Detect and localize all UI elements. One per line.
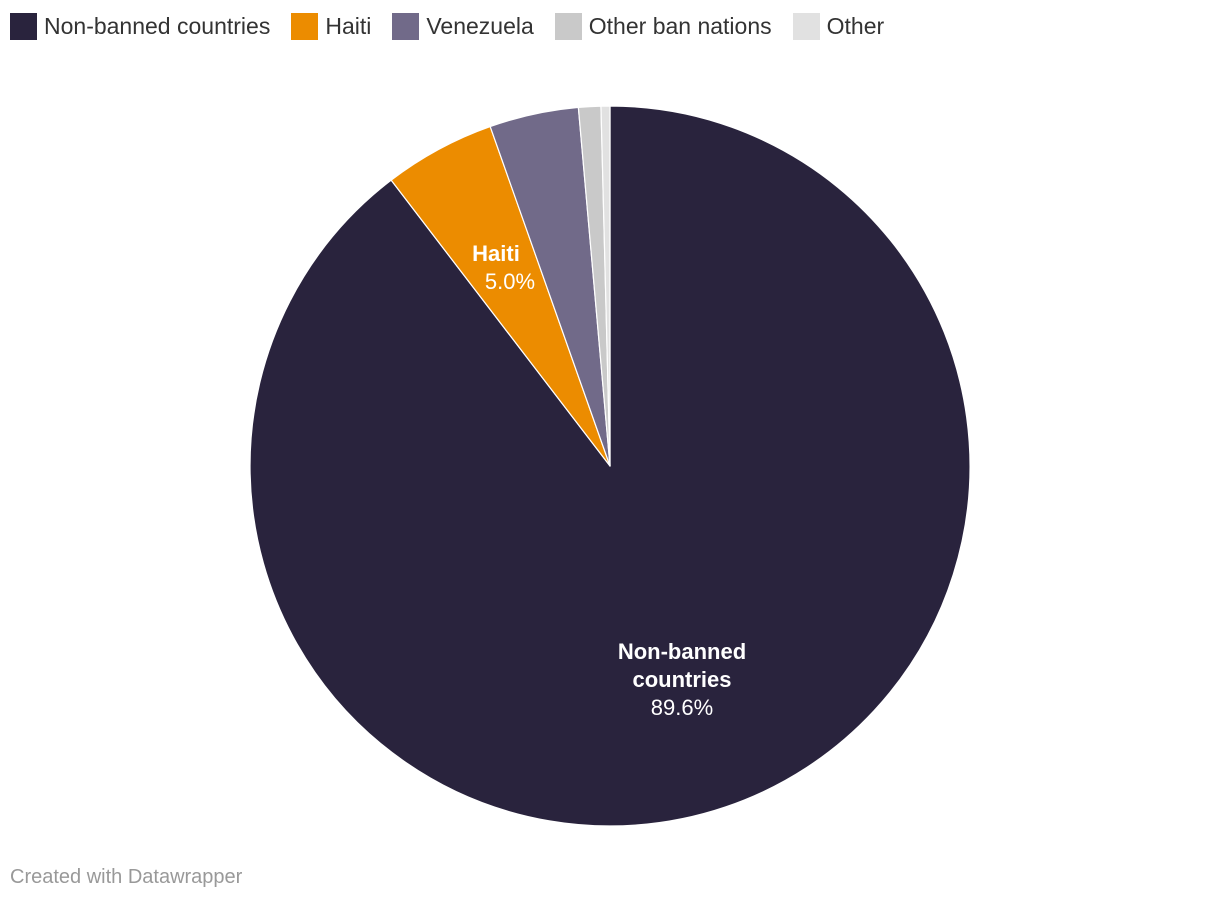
legend-item-venezuela: Venezuela [392, 13, 534, 40]
legend-item-other-ban-nations: Other ban nations [554, 13, 772, 40]
data-label-non-banned-value: 89.6% [651, 695, 713, 720]
legend-label-haiti: Haiti [325, 13, 372, 39]
pie-slices [249, 105, 971, 827]
data-label-haiti-name: Haiti [472, 241, 520, 266]
legend-item-non-banned: Non-banned countries [10, 13, 270, 40]
pie-data-labels: Haiti 5.0% Non-banned countries 89.6% [472, 241, 746, 720]
data-label-non-banned-name-line1: Non-banned [618, 639, 746, 664]
pie-chart: Haiti 5.0% Non-banned countries 89.6% [249, 105, 971, 827]
legend-swatch-non-banned [10, 13, 37, 40]
legend-item-other: Other [792, 13, 885, 40]
legend-label-other-ban-nations: Other ban nations [588, 13, 772, 39]
legend-label-venezuela: Venezuela [426, 13, 534, 39]
data-label-non-banned-name-line2: countries [632, 667, 731, 692]
chart-legend: Non-banned countries Haiti Venezuela Oth… [10, 13, 905, 40]
datawrapper-credit: Created with Datawrapper [10, 866, 243, 888]
legend-label-non-banned: Non-banned countries [44, 13, 271, 39]
data-label-haiti-value: 5.0% [485, 269, 535, 294]
legend-label-other: Other [826, 13, 885, 39]
legend-swatch-venezuela [392, 13, 420, 40]
legend-swatch-other-ban-nations [554, 13, 582, 40]
legend-item-haiti: Haiti [291, 13, 371, 40]
legend-swatch-haiti [291, 13, 319, 40]
pie-slice-other [600, 105, 611, 467]
legend-swatch-other [792, 13, 820, 40]
